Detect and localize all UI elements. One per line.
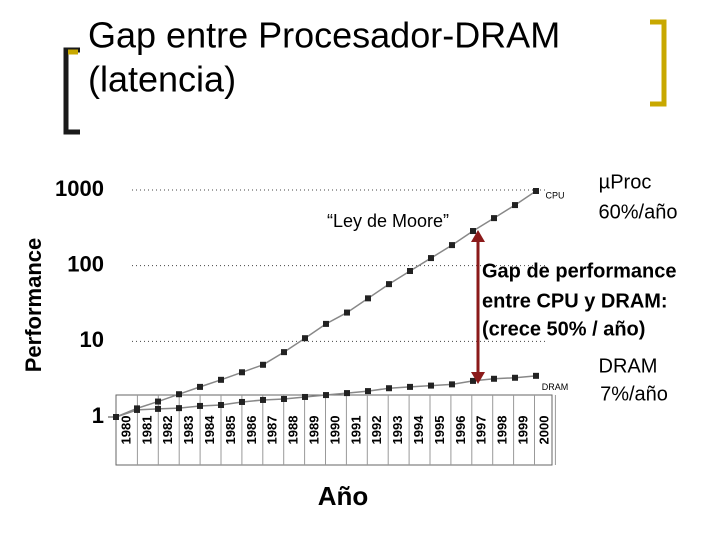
x-tick-label: 1985 [223,416,238,445]
data-point [239,369,245,376]
x-tick-label: 1988 [286,416,301,445]
y-tick-label: 100 [67,251,104,276]
x-tick-label: 1982 [160,416,175,445]
x-tick-label: 1987 [265,416,280,445]
data-point [113,414,119,420]
data-point [281,349,287,356]
x-tick-label: 1997 [474,416,489,445]
x-tick-label: 1983 [181,416,196,445]
data-point [281,395,287,402]
data-point [449,242,455,249]
data-point [533,188,539,195]
data-point [512,374,518,381]
title-line: (latencia) [88,59,236,100]
annotation: DRAM [599,355,658,377]
data-point [239,398,245,405]
title-brackets [63,19,667,135]
x-tick-label: 1986 [244,416,259,445]
arrow-head [471,372,485,384]
x-tick-label: 2000 [536,416,551,445]
data-point [197,402,203,409]
data-point [344,309,350,316]
series-label: DRAM [542,382,569,392]
y-axis-label: Performance [21,238,46,373]
data-point [176,391,182,398]
data-point [428,255,434,262]
data-point [407,383,413,390]
data-point [302,335,308,342]
annotation: µProc [599,171,652,193]
data-point [323,392,329,399]
annotation: 60%/año [599,201,678,223]
data-point [386,281,392,288]
data-point [491,215,497,222]
annotation: Gap de performance [482,260,677,282]
x-tick-label: 1990 [327,416,342,445]
x-tick-label: 1989 [307,416,322,445]
x-tick-label: 1993 [390,416,405,445]
annotation: entre CPU y DRAM: [482,290,668,312]
data-point [302,393,308,400]
data-point [533,372,539,379]
series-label: CPU [545,190,564,200]
data-point [344,390,350,397]
y-tick-label: 1 [92,403,104,428]
data-point [428,382,434,389]
data-point [260,396,266,403]
data-point [176,405,182,412]
arrow-head [471,230,485,242]
data-point [407,268,413,275]
annotation: 7%/año [600,383,668,405]
x-axis-label: Año [318,481,369,511]
title-line: Gap entre Procesador-DRAM [88,15,560,56]
data-point [134,406,140,413]
y-tick-label: 10 [80,327,104,352]
x-tick-label: 1998 [495,416,510,445]
data-point [260,361,266,368]
data-point [365,388,371,395]
x-tick-label: 1991 [348,416,363,445]
annotation: (crece 50% / año) [482,318,645,340]
x-tick-label: 1980 [118,416,133,445]
data-point [386,385,392,392]
x-tick-label: 1996 [453,416,468,445]
data-point [365,295,371,302]
x-tick-label: 1981 [139,416,154,445]
data-point [449,381,455,388]
data-point [470,228,476,235]
x-tick-label: 1992 [369,416,384,445]
y-tick-label: 1000 [55,176,104,201]
data-point [218,402,224,409]
data-point [323,320,329,327]
x-tick-label: 1999 [516,416,531,445]
data-point [155,398,161,405]
annotation: “Ley de Moore” [327,211,449,231]
x-tick-label: 1995 [432,416,447,445]
data-point [512,202,518,209]
data-point [491,375,497,382]
x-tick-label: 1994 [411,415,426,445]
x-tick-label: 1984 [202,415,217,445]
data-point [218,376,224,383]
data-point [197,383,203,390]
data-point [470,377,476,384]
data-point [155,405,161,412]
